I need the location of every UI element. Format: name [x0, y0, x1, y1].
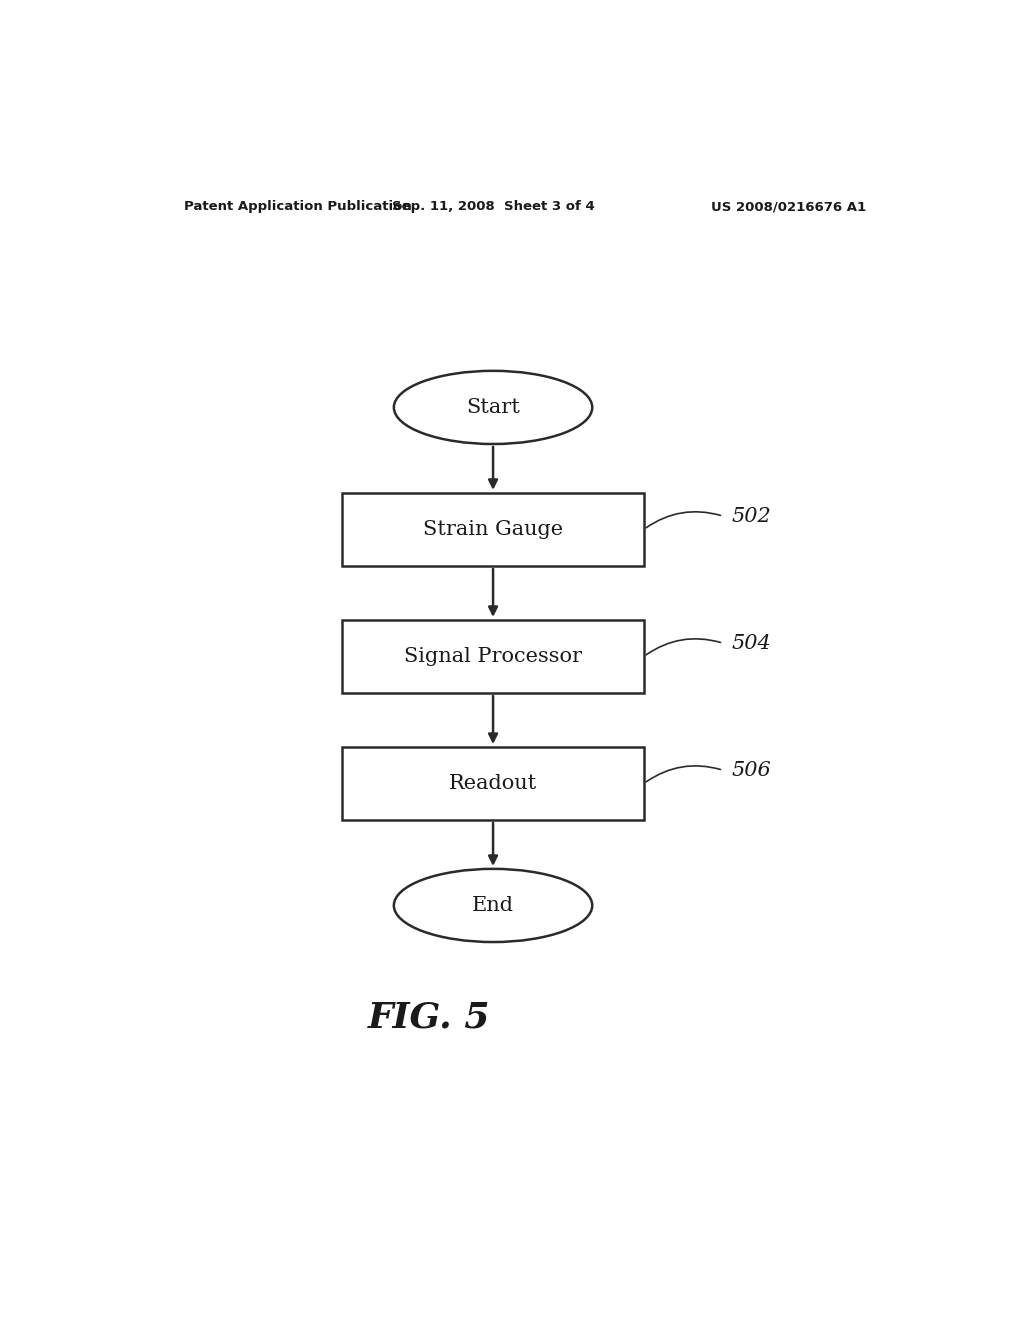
Text: 506: 506 [731, 760, 771, 780]
Text: Patent Application Publication: Patent Application Publication [183, 201, 412, 213]
Text: 504: 504 [731, 634, 771, 652]
Text: End: End [472, 896, 514, 915]
Text: Start: Start [466, 397, 520, 417]
Text: Signal Processor: Signal Processor [404, 647, 582, 665]
Text: Sep. 11, 2008  Sheet 3 of 4: Sep. 11, 2008 Sheet 3 of 4 [392, 201, 594, 213]
Text: US 2008/0216676 A1: US 2008/0216676 A1 [711, 201, 866, 213]
Text: Readout: Readout [449, 774, 538, 793]
Text: Strain Gauge: Strain Gauge [423, 520, 563, 539]
Text: FIG. 5: FIG. 5 [369, 1001, 490, 1035]
Text: 502: 502 [731, 507, 771, 525]
